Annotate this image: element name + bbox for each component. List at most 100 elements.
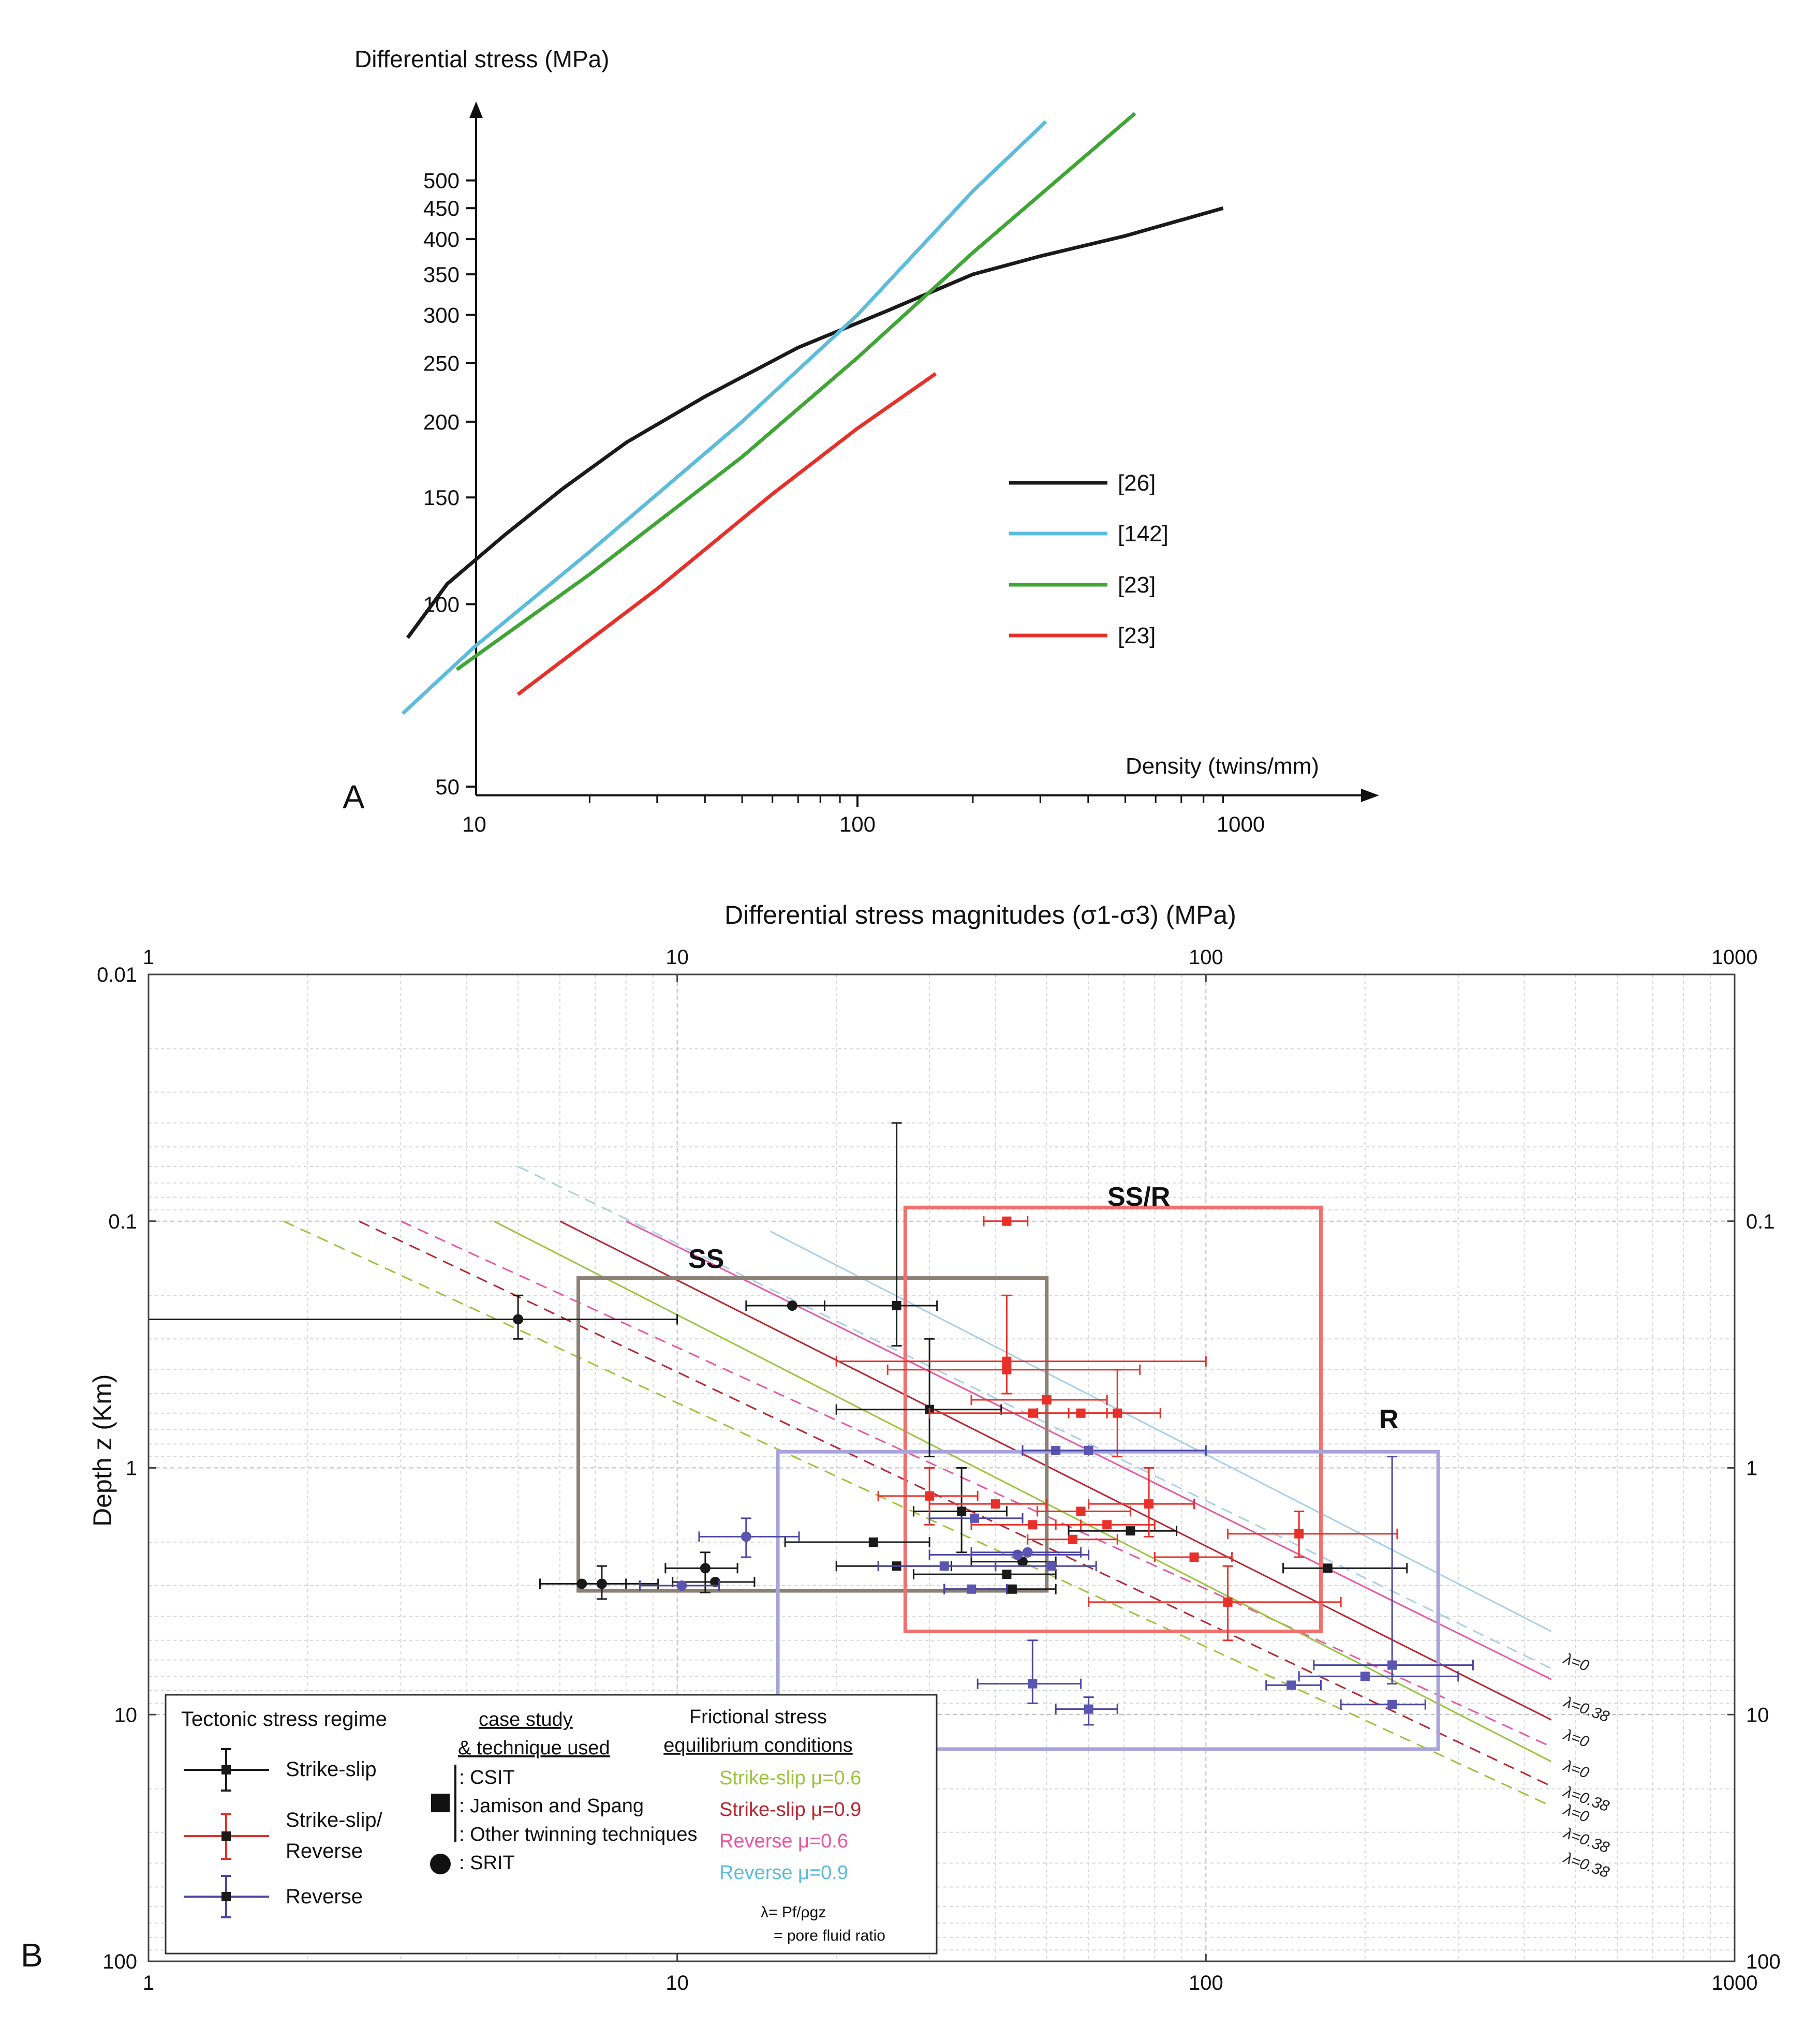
legend-reverse-label: Reverse [286, 1885, 363, 1908]
panel-a-legend: [26] [142] [23] [23] [1009, 470, 1168, 648]
b-x-tick-label-top: 1 [143, 946, 154, 969]
b-x-tick-label-top: 1000 [1712, 946, 1758, 969]
b-equilibrium-line [517, 1165, 1552, 1669]
b-data-point [1298, 1671, 1459, 1682]
b-marker-square [1144, 1499, 1154, 1509]
panel-b-legend: Tectonic stress regime Strike-slip Strik… [165, 1694, 938, 1955]
b-marker-circle [741, 1531, 751, 1542]
b-marker-square [1042, 1395, 1052, 1405]
legend-strike-slip-reverse-label-1: Strike-slip/ [286, 1809, 383, 1831]
b-x-tick-label-bottom: 100 [1189, 1972, 1223, 1994]
b-data-point [1340, 1699, 1426, 1710]
legend-friction-title-1: Frictional stress [689, 1706, 827, 1728]
b-data-point [1068, 1526, 1178, 1536]
b-marker-square [892, 1301, 901, 1310]
b-x-tick-label-top: 100 [1189, 946, 1223, 969]
b-marker-square [1002, 1356, 1012, 1366]
a-y-tick-label: 200 [423, 410, 460, 434]
b-marker-square [1286, 1680, 1296, 1690]
b-y-tick-label-right: 100 [1746, 1950, 1781, 1973]
b-marker-square [1007, 1584, 1017, 1594]
b-data-point [1282, 1563, 1408, 1574]
a-y-tick-label: 350 [423, 262, 460, 287]
panel-b-equilibrium-lines [283, 1165, 1552, 1807]
b-regime-box [903, 1205, 1323, 1633]
legend-label-142: [142] [1118, 521, 1168, 546]
b-marker-square [1076, 1506, 1086, 1516]
legend-technique-srit: : SRIT [459, 1852, 515, 1874]
b-data-point [1037, 1506, 1132, 1517]
b-data-point [886, 1364, 1141, 1375]
b-y-tick-label-left: 100 [102, 1950, 137, 1973]
b-marker-square [1028, 1520, 1038, 1530]
panel-a-lines [401, 112, 1224, 715]
b-data-point [639, 1580, 720, 1591]
b-marker-square [939, 1561, 949, 1571]
legend-circle-symbol [430, 1854, 451, 1874]
b-marker-circle [596, 1578, 607, 1589]
panel-b-title: Differential stress magnitudes (σ1-σ3) (… [724, 900, 1236, 929]
b-marker-square [957, 1506, 967, 1516]
a-series-line [516, 372, 937, 696]
b-data-point [835, 1294, 1207, 1395]
legend-strike-slip-reverse-symbol [184, 1813, 269, 1860]
b-marker-square [990, 1499, 1000, 1509]
a-y-axis-arrow [469, 101, 483, 118]
box-label-r: R [1379, 1404, 1399, 1435]
b-marker-square [1002, 1216, 1012, 1226]
box-label-ss: SS [688, 1244, 724, 1274]
b-marker-square [1360, 1672, 1370, 1681]
a-y-tick-label: 450 [423, 196, 460, 220]
b-data-point [1227, 1510, 1398, 1558]
b-equilibrium-line [493, 1220, 1552, 1763]
panel-a-label: A [343, 778, 365, 816]
b-marker-square [1387, 1699, 1397, 1709]
b-data-point [1027, 1534, 1118, 1545]
a-x-tick-label: 1000 [1217, 812, 1265, 836]
panel-b-points [147, 1122, 1474, 1726]
panel-a-x-axis-label: Density (twins/mm) [1126, 753, 1319, 779]
a-series-line [406, 206, 1224, 639]
b-marker-square [1002, 1365, 1012, 1374]
legend-friction-title-2: equilibrium conditions [663, 1735, 852, 1756]
b-marker-circle [700, 1563, 711, 1574]
legend-reverse-symbol [184, 1875, 269, 1918]
a-series-line [455, 112, 1136, 671]
a-y-tick-label: 250 [423, 351, 460, 375]
b-data-point [698, 1517, 800, 1558]
a-y-tick-label: 300 [423, 303, 460, 328]
b-marker-square [1028, 1679, 1038, 1689]
b-marker-square [1102, 1520, 1112, 1530]
b-data-point [1068, 1369, 1161, 1458]
b-marker-square [1028, 1408, 1038, 1418]
a-x-axis-arrow [1361, 789, 1379, 802]
b-y-tick-label-left: 10 [114, 1704, 138, 1726]
b-marker-square [1294, 1529, 1304, 1539]
a-y-tick-label: 500 [423, 169, 460, 193]
b-x-tick-label-bottom: 10 [665, 1972, 689, 1994]
panel-a: 50 100 150 200 250 300 350 400 450 500 10 100 1000 D… [343, 46, 1379, 836]
b-data-point [1088, 1467, 1195, 1537]
b-marker-circle [1022, 1547, 1033, 1558]
b-data-point [943, 1584, 1008, 1594]
legend-friction-r09: Reverse μ=0.9 [719, 1862, 848, 1884]
b-marker-circle [513, 1314, 524, 1325]
b-marker-square [868, 1537, 878, 1547]
a-x-tick-label: 100 [839, 812, 876, 836]
b-x-tick-label-bottom: 1 [143, 1972, 154, 1994]
legend-strike-slip-reverse-label-2: Reverse [286, 1840, 363, 1862]
b-data-point [1265, 1680, 1322, 1691]
b-equilibrium-line [770, 1231, 1552, 1632]
panel-a-axes: 50 100 150 200 250 300 350 400 450 500 10 100 1000 [423, 101, 1379, 836]
legend-technique-other: : Other twinning techniques [459, 1824, 698, 1845]
b-marker-square [1046, 1561, 1056, 1571]
legend-label-23-red: [23] [1118, 623, 1156, 648]
b-data-point [877, 1467, 979, 1526]
panel-b-y-axis-label: Depth z (Km) [88, 1374, 117, 1527]
legend-technique-csit: : CSIT [459, 1767, 515, 1788]
a-y-tick-label: 100 [423, 593, 460, 617]
b-equilibrium-line [400, 1220, 1552, 1748]
b-data-point [928, 1513, 1024, 1524]
